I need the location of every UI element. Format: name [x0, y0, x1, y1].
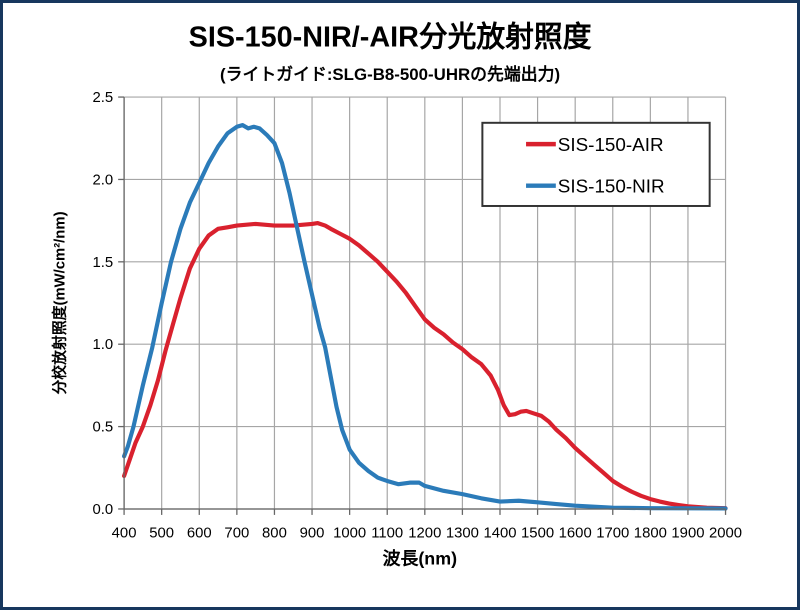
- y-tick-label: 1.0: [92, 337, 113, 353]
- legend-box: [481, 121, 711, 207]
- x-tick-label: 1500: [521, 526, 554, 542]
- tick-marks: [118, 96, 727, 515]
- x-tick-label: 1100: [371, 526, 403, 542]
- x-tick-label: 1800: [634, 526, 667, 542]
- chart-subtitle: (ライトガイド:SLG-B8-500-UHRの先端出力): [220, 64, 560, 84]
- x-tick-label: 1400: [483, 526, 516, 542]
- data-curves: [122, 123, 728, 511]
- x-tick-label: 900: [300, 526, 325, 542]
- tick-labels: 400 500 600 700 800 900 1000 1100 1200 1300 1400 15…: [92, 90, 742, 542]
- x-tick-label: 1900: [671, 526, 704, 542]
- spectral-irradiance-chart: 400 500 600 700 800 900 1000 1100 1200 1300 1400 15…: [51, 21, 743, 569]
- x-tick-label: 700: [224, 526, 249, 542]
- y-axis-title: 分校放射照度(mW/cm²/nm): [51, 211, 69, 394]
- x-tick-label: 1000: [333, 526, 366, 542]
- y-tick-label: 1.5: [92, 255, 113, 271]
- x-tick-label: 1200: [408, 526, 441, 542]
- y-tick-label: 0.5: [92, 420, 113, 436]
- x-tick-label: 400: [112, 526, 137, 542]
- x-axis-title: 波長(nm): [383, 547, 457, 568]
- curve-sis-150-air: [122, 221, 728, 511]
- x-tick-label: 1300: [446, 526, 479, 542]
- x-tick-label: 1700: [596, 526, 629, 542]
- x-tick-label: 2000: [709, 526, 742, 542]
- y-tick-label: 2.0: [92, 172, 113, 188]
- legend-label-nir: SIS-150-NIR: [558, 176, 665, 197]
- y-tick-label: 2.5: [92, 90, 113, 106]
- chart-title: SIS-150-NIR/-AIR分光放射照度: [189, 21, 592, 54]
- curve-sis-150-nir: [122, 123, 728, 511]
- legend: SIS-150-AIR SIS-150-NIR: [481, 121, 711, 207]
- y-tick-label: 0.0: [92, 502, 113, 518]
- legend-label-air: SIS-150-AIR: [558, 134, 664, 155]
- x-tick-label: 800: [262, 526, 287, 542]
- x-tick-label: 600: [187, 526, 212, 542]
- x-tick-label: 1600: [559, 526, 592, 542]
- x-tick-label: 500: [149, 526, 174, 542]
